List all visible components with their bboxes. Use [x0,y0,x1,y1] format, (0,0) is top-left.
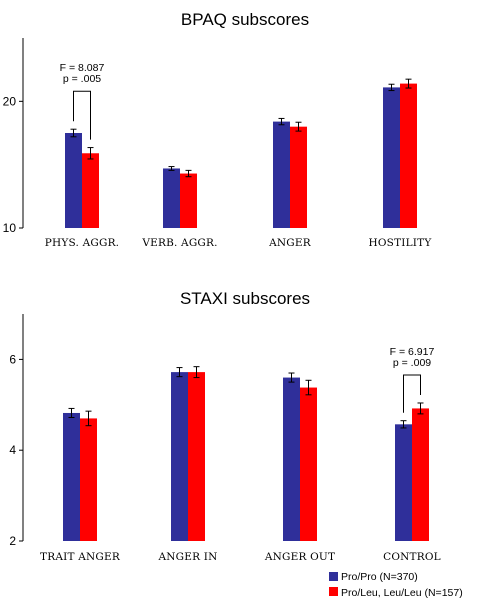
staxi-significance-bracket [403,374,421,413]
staxi-annotation-line: p = .009 [393,357,431,369]
bpaq-category-label: HOSTILITY [369,237,433,249]
staxi-bar-anger-in-pro-leu [188,372,205,541]
legend-swatch-pro-pro [329,572,338,581]
bpaq-bar-verb-aggr-pro-leu [180,173,197,228]
bpaq-bar-anger-pro-pro [273,121,290,228]
bpaq-y-tick-label: 10 [3,221,17,235]
staxi-bar-trait-anger-pro-pro [63,412,80,541]
bpaq-bar-anger-pro-leu [290,126,307,228]
bpaq-category-label: PHYS. AGGR. [45,237,119,249]
staxi-y-tick-label: 6 [9,352,16,366]
staxi-y-tick-label: 2 [9,534,16,548]
staxi-category-label: ANGER OUT [264,551,335,563]
bpaq-panel: BPAQ subscores 10 20 PHYS. AGGR. VERB. AGGR… [3,10,433,249]
bpaq-title: BPAQ subscores [181,10,309,29]
staxi-bar-anger-in-pro-pro [171,372,188,541]
staxi-title: STAXI subscores [180,289,310,308]
bpaq-category-label: ANGER [268,237,312,249]
staxi-y-tick-label: 4 [9,443,16,457]
legend-swatch-pro-leu [329,587,338,596]
staxi-bar-trait-anger-pro-leu [80,418,97,541]
legend-label-pro-pro: Pro/Pro (N=370) [341,571,418,583]
staxi-category-label: CONTROL [383,551,441,563]
bpaq-bar-hostility-pro-pro [383,87,400,229]
staxi-annotation-line: F = 6.917 [390,346,435,358]
bpaq-bar-phys-aggr-pro-pro [65,133,82,228]
bpaq-y-tick-label: 20 [3,94,17,108]
bpaq-annotation-line: F = 8.087 [60,62,105,74]
bpaq-category-label: VERB. AGGR. [141,237,217,249]
bpaq-annotation-line: p = .005 [63,73,101,85]
staxi-category-label: TRAIT ANGER [40,551,121,563]
bpaq-bar-phys-aggr-pro-leu [82,153,99,228]
legend: Pro/Pro (N=370) Pro/Leu, Leu/Leu (N=157) [329,571,463,599]
legend-label-pro-leu: Pro/Leu, Leu/Leu (N=157) [341,587,463,599]
staxi-category-label: ANGER IN [157,551,217,563]
bpaq-significance-bracket [73,90,91,140]
staxi-bar-control-pro-leu [412,408,429,541]
staxi-bar-anger-out-pro-leu [300,387,317,541]
staxi-panel: STAXI subscores 2 4 6 TRAIT ANGER ANGER IN AN… [9,289,441,563]
staxi-bar-control-pro-pro [395,424,412,541]
bpaq-bar-hostility-pro-leu [400,83,417,228]
staxi-bar-anger-out-pro-pro [283,377,300,541]
bpaq-bar-verb-aggr-pro-pro [163,168,180,228]
